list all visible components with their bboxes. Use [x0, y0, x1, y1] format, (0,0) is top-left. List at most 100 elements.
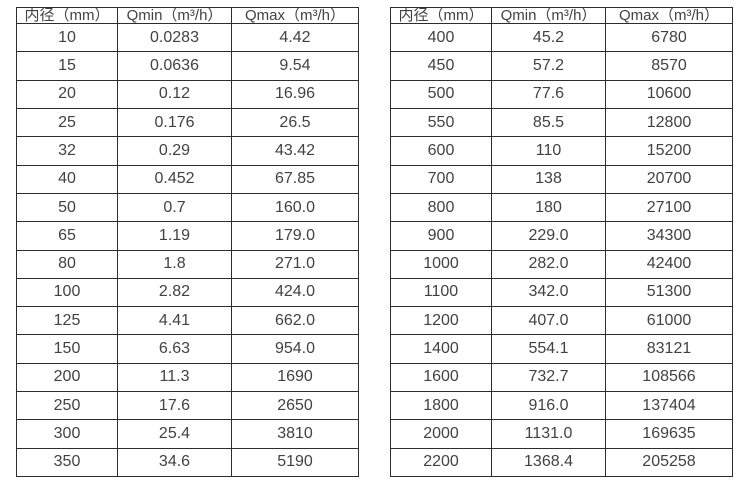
table-cell: 50	[16, 192, 118, 223]
table-row: 400 45.2 6780	[390, 22, 733, 53]
table-cell: 0.176	[117, 107, 232, 138]
table-row: 2200 1368.4 205258	[390, 447, 733, 478]
table-cell: 554.1	[491, 334, 606, 364]
table-row: 65 1.19 179.0	[16, 221, 359, 251]
table-cell: 1100	[390, 277, 492, 308]
table-cell: 916.0	[491, 391, 606, 421]
table-row: 300 25.4 3810	[16, 419, 359, 449]
table-cell: 32	[16, 136, 118, 166]
table-cell: 271.0	[231, 249, 359, 279]
table-cell: 40	[16, 164, 118, 194]
table-cell: 6.63	[117, 334, 232, 364]
table-row: 80 1.8 271.0	[16, 249, 359, 279]
table-row: 20 0.12 16.96	[16, 79, 359, 109]
column-header: Qmin（m³/h）	[491, 7, 606, 24]
table-cell: 12800	[605, 107, 733, 138]
header-row: 内径（mm） Qmin（m³/h） Qmax（m³/h）	[390, 7, 733, 24]
table-cell: 1000	[390, 249, 492, 279]
table-row: 250 17.6 2650	[16, 391, 359, 421]
table-cell: 26.5	[231, 107, 359, 138]
table-row: 15 0.0636 9.54	[16, 51, 359, 81]
table-cell: 342.0	[491, 277, 606, 308]
table-cell: 1400	[390, 334, 492, 364]
table-cell: 732.7	[491, 362, 606, 393]
table-row: 1400 554.1 83121	[390, 334, 733, 364]
flow-rate-table-small-diameters: 内径（mm） Qmin（m³/h） Qmax（m³/h） 10 0.0283 4.42 15…	[16, 7, 359, 478]
table-cell: 100	[16, 277, 118, 308]
table-row: 50 0.7 160.0	[16, 192, 359, 223]
table-cell: 662.0	[231, 306, 359, 336]
table-row: 10 0.0283 4.42	[16, 22, 359, 53]
table-row: 150 6.63 954.0	[16, 334, 359, 364]
table-cell: 25	[16, 107, 118, 138]
table-cell: 5190	[231, 447, 359, 478]
table-row: 1200 407.0 61000	[390, 306, 733, 336]
header-row: 内径（mm） Qmin（m³/h） Qmax（m³/h）	[16, 7, 359, 24]
table-cell: 1368.4	[491, 447, 606, 478]
table-row: 700 138 20700	[390, 164, 733, 194]
table-cell: 1.8	[117, 249, 232, 279]
table-cell: 77.6	[491, 79, 606, 109]
table-cell: 550	[390, 107, 492, 138]
table-cell: 229.0	[491, 221, 606, 251]
column-header: 内径（mm）	[16, 7, 118, 24]
table-cell: 0.0283	[117, 22, 232, 53]
table-cell: 67.85	[231, 164, 359, 194]
table-cell: 11.3	[117, 362, 232, 393]
table-cell: 954.0	[231, 334, 359, 364]
table-cell: 2650	[231, 391, 359, 421]
table-cell: 1600	[390, 362, 492, 393]
table-row: 32 0.29 43.42	[16, 136, 359, 166]
table-row: 800 180 27100	[390, 192, 733, 223]
table-cell: 400	[390, 22, 492, 53]
table-cell: 169635	[605, 419, 733, 449]
table-cell: 1690	[231, 362, 359, 393]
table-row: 600 110 15200	[390, 136, 733, 166]
table-cell: 110	[491, 136, 606, 166]
table-cell: 450	[390, 51, 492, 81]
table-cell: 2200	[390, 447, 492, 478]
table-row: 550 85.5 12800	[390, 107, 733, 138]
table-row: 900 229.0 34300	[390, 221, 733, 251]
table-cell: 42400	[605, 249, 733, 279]
table-row: 1000 282.0 42400	[390, 249, 733, 279]
table-cell: 2000	[390, 419, 492, 449]
table-cell: 0.7	[117, 192, 232, 223]
table-row: 1600 732.7 108566	[390, 362, 733, 393]
column-header: 内径（mm）	[390, 7, 492, 24]
table-row: 25 0.176 26.5	[16, 107, 359, 138]
table-cell: 424.0	[231, 277, 359, 308]
table-cell: 900	[390, 221, 492, 251]
table-row: 2000 1131.0 169635	[390, 419, 733, 449]
table-cell: 407.0	[491, 306, 606, 336]
table-cell: 600	[390, 136, 492, 166]
table-cell: 0.452	[117, 164, 232, 194]
table-cell: 43.42	[231, 136, 359, 166]
column-header: Qmax（m³/h）	[605, 7, 733, 24]
table-cell: 83121	[605, 334, 733, 364]
table-row: 200 11.3 1690	[16, 362, 359, 393]
table-cell: 137404	[605, 391, 733, 421]
table-row: 100 2.82 424.0	[16, 277, 359, 308]
table-cell: 3810	[231, 419, 359, 449]
table-cell: 108566	[605, 362, 733, 393]
table-row: 350 34.6 5190	[16, 447, 359, 478]
table-cell: 179.0	[231, 221, 359, 251]
table-cell: 150	[16, 334, 118, 364]
table-cell: 51300	[605, 277, 733, 308]
table-cell: 65	[16, 221, 118, 251]
table-cell: 160.0	[231, 192, 359, 223]
table-cell: 800	[390, 192, 492, 223]
table-cell: 200	[16, 362, 118, 393]
table-cell: 282.0	[491, 249, 606, 279]
column-header: Qmin（m³/h）	[117, 7, 232, 24]
table-cell: 250	[16, 391, 118, 421]
table-cell: 34.6	[117, 447, 232, 478]
table-cell: 27100	[605, 192, 733, 223]
table-cell: 2.82	[117, 277, 232, 308]
table-cell: 1.19	[117, 221, 232, 251]
table-cell: 57.2	[491, 51, 606, 81]
table-cell: 6780	[605, 22, 733, 53]
table-cell: 10	[16, 22, 118, 53]
table-row: 1100 342.0 51300	[390, 277, 733, 308]
